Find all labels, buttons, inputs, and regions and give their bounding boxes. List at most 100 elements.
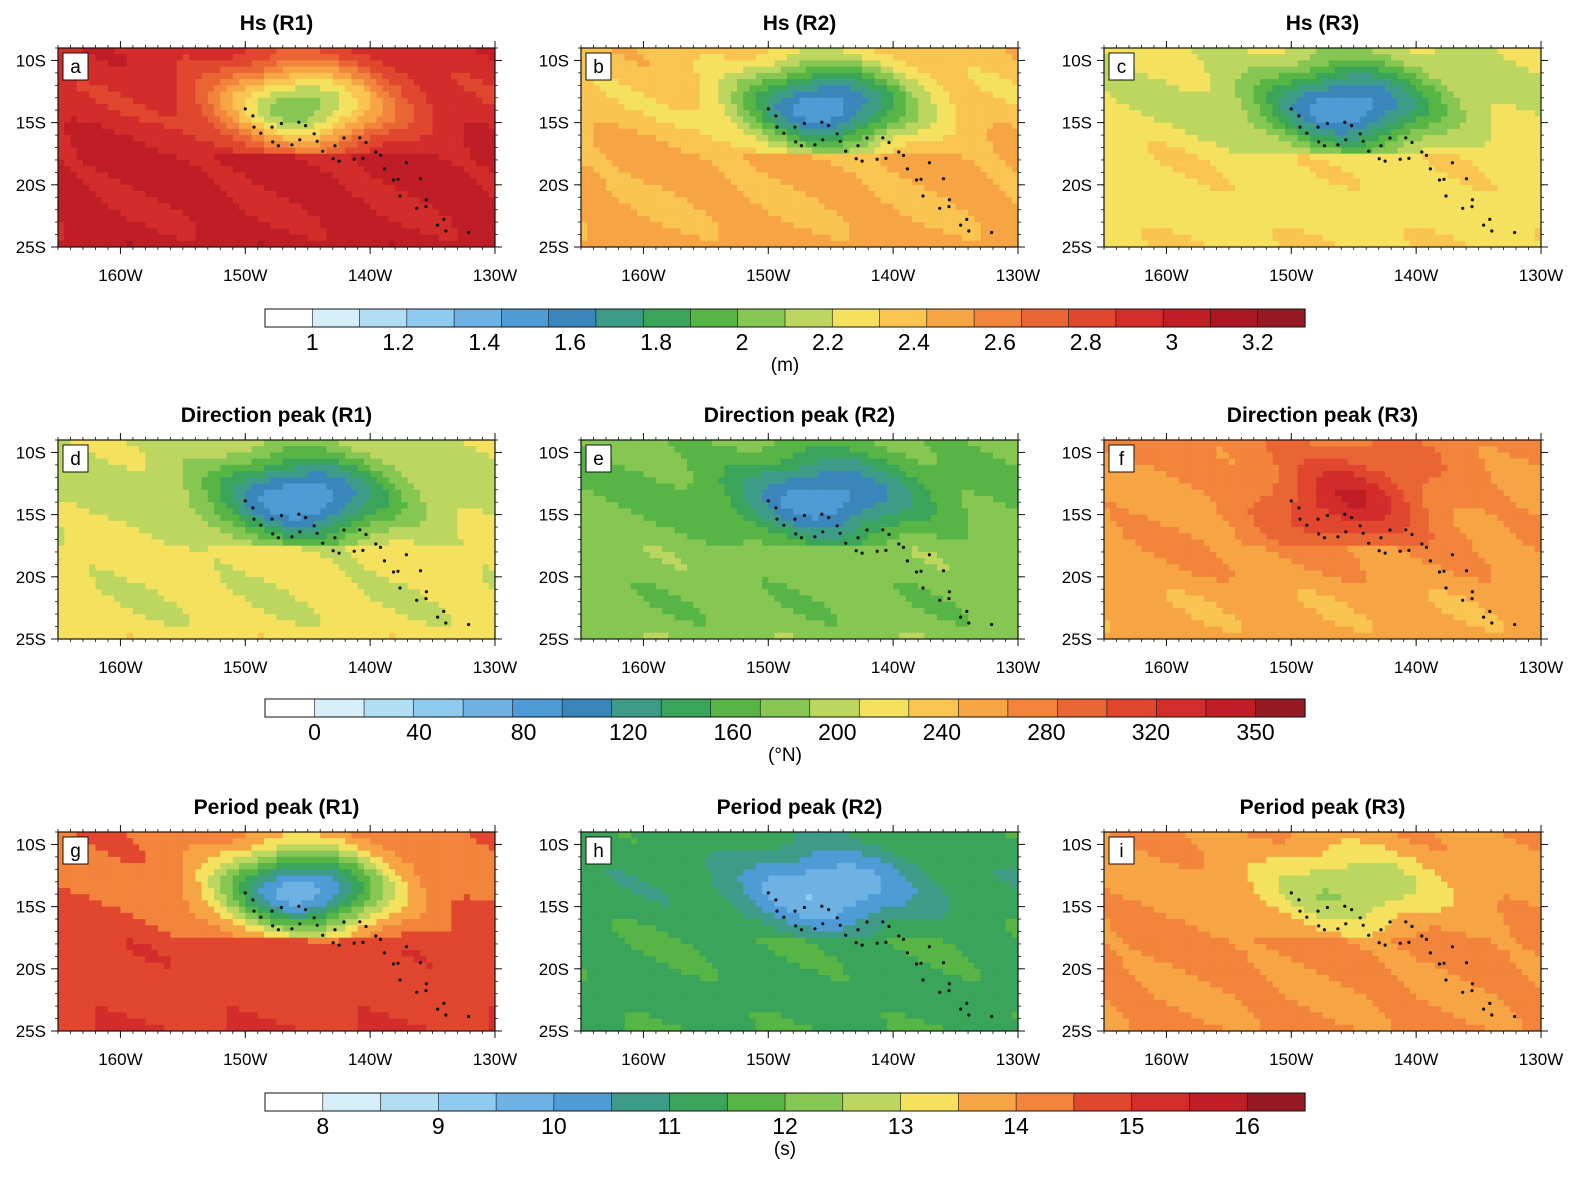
island-marker <box>975 249 978 252</box>
island-marker <box>1410 533 1413 536</box>
island-marker <box>1471 198 1474 201</box>
island-marker <box>887 925 890 928</box>
island-marker <box>467 623 470 626</box>
island-marker <box>881 136 884 139</box>
island-marker <box>259 132 262 135</box>
island-marker <box>1513 623 1516 626</box>
island-marker <box>1488 218 1491 221</box>
island-marker <box>361 549 364 552</box>
island-marker <box>820 513 823 516</box>
island-marker <box>444 1013 447 1016</box>
colorbar-label: 9 <box>432 1113 445 1139</box>
island-marker <box>1461 599 1464 602</box>
island-marker <box>821 922 824 925</box>
x-tick-label: 160W <box>98 266 142 285</box>
x-tick-label: 140W <box>871 1050 915 1069</box>
y-tick-label: 20S <box>16 176 46 195</box>
island-marker <box>856 536 859 539</box>
colorbar-label: 160 <box>714 719 752 745</box>
island-marker <box>1404 920 1407 923</box>
y-tick-label: 20S <box>1062 568 1092 587</box>
island-marker <box>364 533 367 536</box>
colorbar-swatch <box>1163 309 1211 327</box>
island-marker <box>884 549 887 552</box>
island-marker <box>884 941 887 944</box>
island-marker <box>919 178 922 181</box>
island-marker <box>271 924 274 927</box>
island-marker <box>1388 528 1391 531</box>
island-marker <box>975 1033 978 1036</box>
island-marker <box>298 138 301 141</box>
island-marker <box>915 570 918 573</box>
island-marker <box>405 161 408 164</box>
colorbar-swatch <box>832 309 880 327</box>
island-marker <box>442 218 445 221</box>
island-marker <box>419 177 422 180</box>
y-tick-label: 25S <box>1062 1022 1092 1041</box>
island-marker <box>444 229 447 232</box>
island-marker <box>855 157 858 160</box>
y-tick-label: 15S <box>539 506 569 525</box>
island-marker <box>942 961 945 964</box>
panel-title: Hs (R3) <box>1286 12 1360 35</box>
island-marker <box>856 928 859 931</box>
y-tick-label: 20S <box>16 568 46 587</box>
island-marker <box>1362 532 1365 535</box>
colorbar-swatch <box>859 699 909 717</box>
island-marker <box>374 934 377 937</box>
colorbar-label: 320 <box>1132 719 1170 745</box>
island-marker <box>342 136 345 139</box>
island-marker <box>364 925 367 928</box>
island-marker <box>1498 249 1501 252</box>
colorbar-swatch <box>364 699 414 717</box>
island-marker <box>965 218 968 221</box>
y-tick-label: 15S <box>539 114 569 133</box>
colorbar-swatch <box>1116 309 1164 327</box>
y-tick-label: 10S <box>1062 443 1092 462</box>
colorbar-label: 1 <box>306 329 319 355</box>
colorbar-swatch <box>1258 309 1306 327</box>
panel-field <box>58 48 496 254</box>
island-marker <box>280 514 283 517</box>
island-marker <box>1367 542 1370 545</box>
island-marker <box>290 143 293 146</box>
x-tick-label: 140W <box>348 658 392 677</box>
island-marker <box>396 570 399 573</box>
y-tick-label: 25S <box>539 1022 569 1041</box>
island-marker <box>902 546 905 549</box>
colorbar-swatch <box>1210 309 1258 327</box>
panel-field <box>58 440 496 646</box>
island-marker <box>321 150 324 153</box>
colorbar-label: 3.2 <box>1242 329 1274 355</box>
island-marker <box>1379 144 1382 147</box>
island-marker <box>1343 905 1346 908</box>
island-marker <box>959 616 962 619</box>
island-marker <box>1298 126 1301 129</box>
island-marker <box>767 499 770 502</box>
island-marker <box>304 908 307 911</box>
y-tick-label: 25S <box>16 238 46 257</box>
colorbar-swatch <box>1057 699 1107 717</box>
island-marker <box>460 251 463 254</box>
island-marker <box>1344 138 1347 141</box>
island-marker <box>338 944 341 947</box>
x-tick-label: 130W <box>996 1050 1040 1069</box>
colorbar-label: 240 <box>923 719 961 745</box>
island-marker <box>965 610 968 613</box>
island-marker <box>1470 597 1473 600</box>
island-marker <box>1471 982 1474 985</box>
island-marker <box>1429 559 1432 562</box>
colorbar-swatch <box>760 699 810 717</box>
island-marker <box>1465 177 1468 180</box>
colorbar-label: 40 <box>406 719 432 745</box>
island-marker <box>392 570 395 573</box>
island-marker <box>338 552 341 555</box>
island-marker <box>906 167 909 170</box>
colorbar-swatch <box>958 1093 1016 1111</box>
colorbar-label: 350 <box>1236 719 1274 745</box>
y-tick-label: 25S <box>1062 630 1092 649</box>
colorbar-swatch <box>1132 1093 1190 1111</box>
